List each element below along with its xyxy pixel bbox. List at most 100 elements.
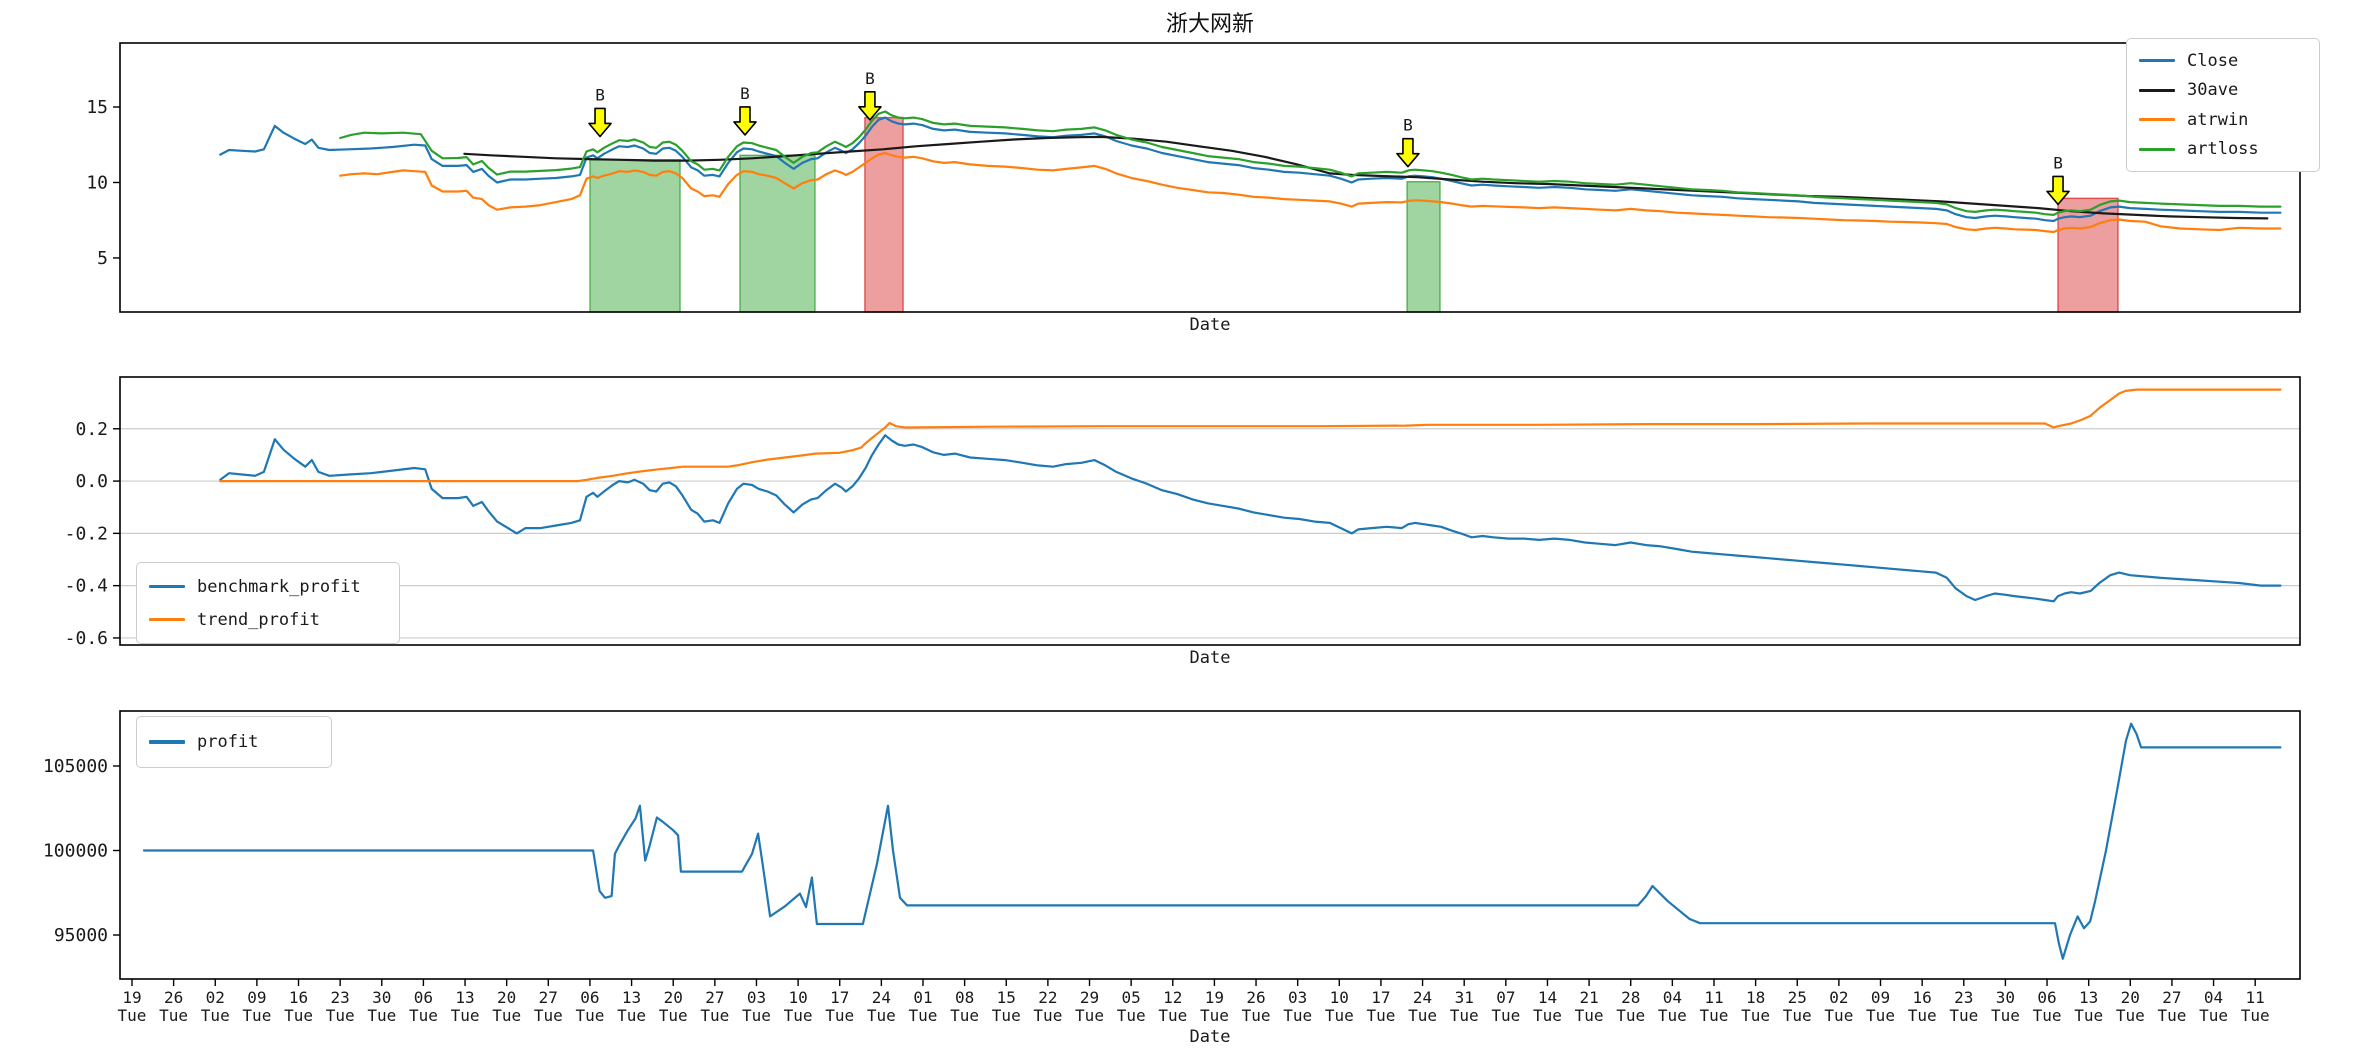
x-tick-weekday-label: Tue — [1741, 1006, 1770, 1025]
x-tick-day-label: 08 — [955, 988, 974, 1007]
close-line-swatch — [2139, 59, 2175, 63]
x-tick-weekday-label: Tue — [284, 1006, 313, 1025]
x-tick-weekday-label: Tue — [617, 1006, 646, 1025]
x-tick-day-label: 21 — [1579, 988, 1598, 1007]
x-tick-weekday-label: Tue — [1242, 1006, 1271, 1025]
x-tick-day-label: 11 — [2246, 988, 2265, 1007]
x-tick-day-label: 06 — [414, 988, 433, 1007]
x-tick-day-label: 24 — [1413, 988, 1432, 1007]
x-tick-day-label: 20 — [664, 988, 683, 1007]
x-tick-weekday-label: Tue — [534, 1006, 563, 1025]
x-tick-day-label: 31 — [1455, 988, 1474, 1007]
hold-band-green — [589, 159, 681, 313]
buy-arrow-icon — [2046, 175, 2070, 206]
ma30-line-swatch — [2139, 88, 2175, 92]
x-tick-day-label: 30 — [372, 988, 391, 1007]
x-tick-weekday-label: Tue — [1450, 1006, 1479, 1025]
x-tick-weekday-label: Tue — [1658, 1006, 1687, 1025]
axes-frame — [119, 42, 2301, 313]
legend-label: profit — [197, 732, 259, 752]
x-tick-weekday-label: Tue — [1700, 1006, 1729, 1025]
x-tick-weekday-label: Tue — [367, 1006, 396, 1025]
x-tick-weekday-label: Tue — [1783, 1006, 1812, 1025]
x-tick-weekday-label: Tue — [492, 1006, 521, 1025]
x-tick-day-label: 27 — [2162, 988, 2181, 1007]
x-tick-day-label: 25 — [1788, 988, 1807, 1007]
series-line-benchmark_profit — [219, 434, 2282, 603]
legend-label: artloss — [2187, 139, 2259, 160]
hold-band-red — [864, 116, 904, 313]
y-tick-label: 105000 — [43, 756, 108, 777]
legend-label: Close — [2187, 50, 2239, 71]
x-tick-day-label: 30 — [1996, 988, 2015, 1007]
x-tick-weekday-label: Tue — [867, 1006, 896, 1025]
x-tick-weekday-label: Tue — [1408, 1006, 1437, 1025]
x-tick-weekday-label: Tue — [326, 1006, 355, 1025]
x-tick-day-label: 22 — [1038, 988, 1057, 1007]
x-tick-day-label: 02 — [1829, 988, 1848, 1007]
y-tick-label: -0.4 — [65, 576, 108, 597]
y-tick-label: 95000 — [54, 925, 108, 946]
series-line-trend_profit — [219, 388, 2282, 483]
legend-label: 30ave — [2187, 80, 2239, 101]
subplot-0: B B B B B 5 10 15 Date — [86, 42, 2301, 335]
x-tick-weekday-label: Tue — [1616, 1006, 1645, 1025]
x-tick-day-label: 07 — [1496, 988, 1515, 1007]
x-tick-weekday-label: Tue — [2241, 1006, 2270, 1025]
y-tick-label: 0.2 — [75, 419, 108, 440]
x-tick-day-label: 17 — [830, 988, 849, 1007]
x-tick-weekday-label: Tue — [909, 1006, 938, 1025]
x-tick-weekday-label: Tue — [159, 1006, 188, 1025]
x-tick-day-label: 18 — [1746, 988, 1765, 1007]
series-line-close — [219, 116, 2282, 223]
buy-marker-label: B — [2053, 153, 2063, 172]
legend-item-30ave: 30ave — [2139, 77, 2307, 104]
artloss-line-swatch — [2139, 147, 2175, 151]
x-tick-weekday-label: Tue — [118, 1006, 147, 1025]
x-tick-day-label: 23 — [1954, 988, 1973, 1007]
series-line-profit — [142, 722, 2282, 960]
buy-arrow-icon — [588, 107, 612, 138]
x-tick-day-label: 14 — [1538, 988, 1557, 1007]
legend-relative-profit: benchmark_profit trend_profit — [136, 562, 400, 644]
x-tick-weekday-label: Tue — [1033, 1006, 1062, 1025]
legend-item-close: Close — [2139, 47, 2307, 74]
x-tick-weekday-label: Tue — [1117, 1006, 1146, 1025]
y-tick-label: -0.6 — [65, 628, 108, 649]
x-tick-weekday-label: Tue — [992, 1006, 1021, 1025]
buy-arrow-icon — [733, 106, 757, 136]
x-tick-weekday-label: Tue — [1991, 1006, 2020, 1025]
buy-arrow-icon — [858, 91, 882, 121]
subplot-2: 9500010000010500019Tue26Tue02Tue09Tue16T… — [43, 710, 2301, 1047]
series-line-30ave — [463, 135, 2269, 220]
x-tick-weekday-label: Tue — [2116, 1006, 2145, 1025]
x-tick-weekday-label: Tue — [1949, 1006, 1978, 1025]
x-tick-day-label: 13 — [2079, 988, 2098, 1007]
x-tick-weekday-label: Tue — [784, 1006, 813, 1025]
x-tick-weekday-label: Tue — [242, 1006, 271, 1025]
x-tick-weekday-label: Tue — [1200, 1006, 1229, 1025]
x-tick-weekday-label: Tue — [1325, 1006, 1354, 1025]
y-tick-label: 100000 — [43, 841, 108, 862]
legend-item-trend-profit: trend_profit — [149, 606, 387, 633]
legend-profit: profit — [136, 716, 332, 768]
x-tick-day-label: 13 — [622, 988, 641, 1007]
x-tick-day-label: 19 — [1205, 988, 1224, 1007]
x-tick-weekday-label: Tue — [451, 1006, 480, 1025]
x-tick-day-label: 26 — [164, 988, 183, 1007]
x-tick-day-label: 11 — [1704, 988, 1723, 1007]
x-tick-day-label: 09 — [1871, 988, 1890, 1007]
x-tick-weekday-label: Tue — [409, 1006, 438, 1025]
legend-item-profit: profit — [149, 729, 319, 756]
x-tick-weekday-label: Tue — [201, 1006, 230, 1025]
x-tick-day-label: 05 — [1122, 988, 1141, 1007]
x-tick-day-label: 27 — [705, 988, 724, 1007]
x-tick-day-label: 19 — [122, 988, 141, 1007]
x-tick-day-label: 03 — [1288, 988, 1307, 1007]
legend-label: benchmark_profit — [197, 576, 361, 597]
x-tick-weekday-label: Tue — [2033, 1006, 2062, 1025]
x-tick-weekday-label: Tue — [1533, 1006, 1562, 1025]
subplot-1: 0.2 0.0 -0.2 -0.4 -0.6 Date — [65, 376, 2301, 668]
x-tick-weekday-label: Tue — [1283, 1006, 1312, 1025]
